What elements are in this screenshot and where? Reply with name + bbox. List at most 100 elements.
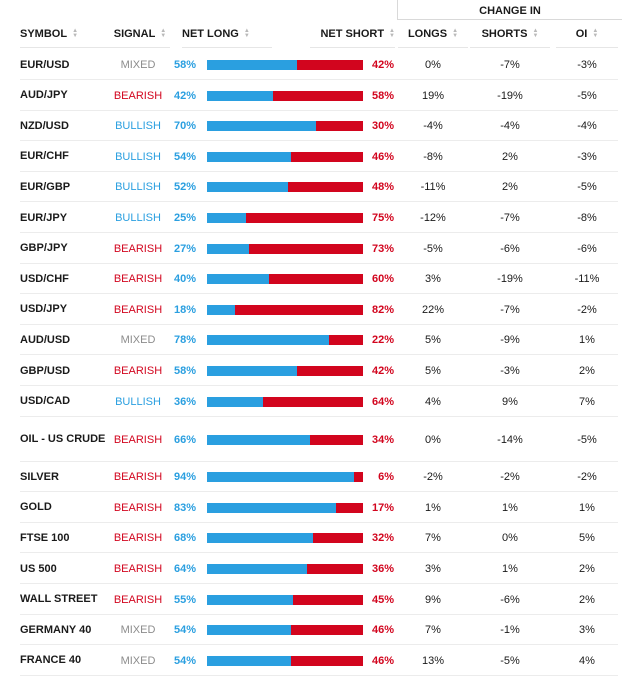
signal-label: BULLISH <box>115 120 161 133</box>
symbol-link[interactable]: EUR/GBP <box>20 180 71 193</box>
table-row[interactable]: EUR/GBP BULLISH 52% 48% -11% 2% -5% <box>0 172 624 203</box>
signal-label: MIXED <box>120 59 156 71</box>
symbol-link[interactable]: GOLD <box>20 501 52 514</box>
net-short-percent: 73% <box>371 242 394 255</box>
change-oi: 2% <box>579 563 595 575</box>
table-row[interactable]: EUR/USD MIXED 58% 42% 0% -7% -3% <box>0 50 624 80</box>
change-longs: -11% <box>420 181 446 194</box>
column-header-net-long-label: NET LONG <box>182 27 239 40</box>
change-longs: -4% <box>423 120 443 133</box>
net-short-percent: 46% <box>371 150 394 163</box>
symbol-link[interactable]: EUR/CHF <box>20 150 69 163</box>
change-longs: 0% <box>425 59 441 71</box>
sentiment-bar <box>207 533 363 544</box>
net-long-percent: 52% <box>173 181 196 194</box>
sentiment-bar-cell <box>207 554 363 584</box>
table-row[interactable]: GOLD BEARISH 83% 17% 1% 1% 1% <box>0 493 624 523</box>
table-row[interactable]: WALL STREET BEARISH 55% 45% 9% -6% 2% <box>0 585 624 615</box>
symbol-link[interactable]: USD/CAD <box>20 395 71 408</box>
table-row[interactable]: USD/CAD BULLISH 36% 64% 4% 9% 7% <box>0 387 624 417</box>
symbol-link[interactable]: NZD/USD <box>20 119 69 132</box>
sentiment-bar-cell <box>207 81 363 111</box>
column-header-signal[interactable]: SIGNAL ▲ ▼ <box>110 20 170 48</box>
column-header-net-short[interactable]: NET SHORT ▲ ▼ <box>310 20 395 48</box>
sentiment-bar <box>207 434 363 445</box>
sentiment-bar <box>207 274 363 285</box>
net-long-fill <box>207 366 298 376</box>
signal-label: BULLISH <box>115 212 161 224</box>
table-row[interactable]: FTSE 100 BEARISH 68% 32% 7% 0% 5% <box>0 523 624 554</box>
net-long-percent: 70% <box>173 120 196 133</box>
symbol-link[interactable]: AUD/JPY <box>20 89 68 102</box>
sentiment-bar-cell <box>207 325 363 355</box>
table-row[interactable]: SILVER BEARISH 94% 6% -2% -2% -2% <box>0 462 624 493</box>
column-header-shorts-label: SHORTS <box>481 27 528 40</box>
table-row[interactable]: USD/CHF BEARISH 40% 60% 3% -19% -11% <box>0 264 624 295</box>
table-row[interactable]: AUD/JPY BEARISH 42% 58% 19% -19% -5% <box>0 81 624 111</box>
symbol-link[interactable]: EUR/JPY <box>20 211 68 224</box>
column-header-symbol[interactable]: SYMBOL ▲ ▼ <box>20 20 110 48</box>
net-long-fill <box>207 533 314 544</box>
net-short-percent: 46% <box>371 654 394 667</box>
table-row[interactable]: GBP/JPY BEARISH 27% 73% -5% -6% -6% <box>0 234 624 264</box>
signal-label: BEARISH <box>113 563 163 575</box>
symbol-link[interactable]: AUD/USD <box>20 333 71 346</box>
sentiment-bar-cell <box>207 387 363 417</box>
change-longs: 1% <box>425 501 441 514</box>
symbol-link[interactable]: EUR/USD <box>20 58 70 71</box>
symbol-link[interactable]: SILVER <box>20 470 59 483</box>
table-row[interactable]: EUR/CHF BULLISH 54% 46% -8% 2% -3% <box>0 142 624 172</box>
table-row[interactable]: FRANCE 40 MIXED 54% 46% 13% -5% 4% <box>0 646 624 676</box>
net-long-percent: 78% <box>173 334 196 347</box>
net-long-percent: 40% <box>173 273 196 286</box>
symbol-link[interactable]: FRANCE 40 <box>20 654 82 667</box>
table-row[interactable]: NZD/USD BULLISH 70% 30% -4% -4% -4% <box>0 111 624 142</box>
net-short-percent: 58% <box>371 89 394 102</box>
net-long-fill <box>207 594 293 605</box>
sort-arrows-icon: ▲ ▼ <box>592 27 599 39</box>
change-oi: 7% <box>579 395 595 408</box>
table-row[interactable]: USD/JPY BEARISH 18% 82% 22% -7% -2% <box>0 295 624 325</box>
symbol-link[interactable]: GBP/USD <box>20 364 71 377</box>
change-oi: 1% <box>579 501 595 514</box>
table-row[interactable]: GBP/USD BEARISH 58% 42% 5% -3% 2% <box>0 356 624 386</box>
symbol-link[interactable]: US 500 <box>20 562 57 575</box>
change-shorts: -14% <box>497 433 523 446</box>
column-header-shorts[interactable]: SHORTS ▲ ▼ <box>470 20 550 48</box>
column-header-longs[interactable]: LONGS ▲ ▼ <box>398 20 468 48</box>
symbol-link[interactable]: OIL - US CRUDE <box>20 433 106 446</box>
sentiment-bar-cell <box>207 462 363 492</box>
sentiment-bar-cell <box>207 203 363 233</box>
signal-label: MIXED <box>120 334 156 347</box>
net-long-fill <box>207 304 236 315</box>
net-long-fill <box>207 274 270 285</box>
table-row[interactable]: OIL - US CRUDE BEARISH 66% 34% 0% -14% -5% <box>0 417 624 463</box>
table-row[interactable]: GERMANY 40 MIXED 54% 46% 7% -1% 3% <box>0 615 624 646</box>
net-long-fill <box>207 121 317 132</box>
net-short-percent: 32% <box>371 532 394 545</box>
column-header-oi[interactable]: OI ▲ ▼ <box>556 20 618 48</box>
signal-label: BEARISH <box>113 273 163 286</box>
symbol-link[interactable]: USD/JPY <box>20 303 68 316</box>
table-row[interactable]: EUR/JPY BULLISH 25% 75% -12% -7% -8% <box>0 203 624 233</box>
sentiment-bar-cell <box>207 356 363 386</box>
sentiment-bar <box>207 90 363 101</box>
change-longs: -8% <box>423 150 443 163</box>
change-longs: 13% <box>421 654 445 667</box>
symbol-link[interactable]: GBP/JPY <box>20 242 68 255</box>
symbol-link[interactable]: GERMANY 40 <box>20 623 92 636</box>
table-row[interactable]: AUD/USD MIXED 78% 22% 5% -9% 1% <box>0 325 624 356</box>
symbol-link[interactable]: WALL STREET <box>20 593 98 606</box>
net-long-percent: 25% <box>173 212 196 224</box>
net-long-fill <box>207 472 354 483</box>
symbol-link[interactable]: FTSE 100 <box>20 531 70 544</box>
change-oi: -2% <box>577 471 597 484</box>
net-short-percent: 17% <box>371 501 394 514</box>
column-header-net-long[interactable]: NET LONG ▲ ▼ <box>182 20 272 48</box>
table-row[interactable]: US 500 BEARISH 64% 36% 3% 1% 2% <box>0 554 624 584</box>
symbol-link[interactable]: USD/CHF <box>20 272 69 285</box>
signal-label: BEARISH <box>113 532 163 545</box>
sentiment-bar-cell <box>207 646 363 676</box>
sentiment-bar <box>207 366 363 376</box>
change-in-label: CHANGE IN <box>479 5 541 17</box>
